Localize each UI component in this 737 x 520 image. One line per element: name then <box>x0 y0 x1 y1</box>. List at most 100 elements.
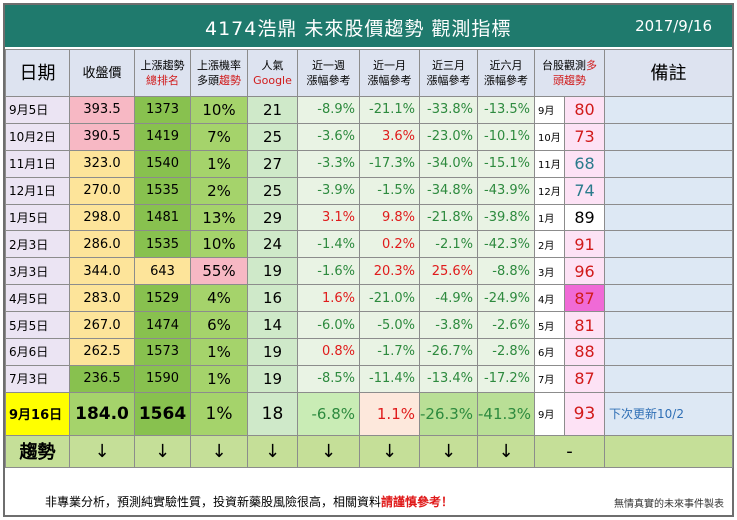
trend-arrow-m1: ↓ <box>359 434 420 468</box>
trend-row: 趨勢 ↓ ↓ ↓ ↓ ↓ ↓ ↓ ↓ - <box>5 434 733 468</box>
row-month: 11月 <box>534 149 565 178</box>
row-prob: 55% <box>190 257 248 286</box>
header-rank-line1: 上漲趨勢 <box>140 59 185 72</box>
row-month: 6月 <box>534 338 565 366</box>
row-w1: -1.4% <box>297 230 360 259</box>
header-tw-line1: 台股觀測多 <box>536 58 604 73</box>
row-pop: 19 <box>247 338 298 366</box>
header-w1: 近一週 漲幅參考 <box>297 49 360 97</box>
row-date: 6月6日 <box>5 338 70 366</box>
row-m3: -34.8% <box>419 176 478 205</box>
row-month: 9月 <box>534 96 565 124</box>
row-rank: 1540 <box>134 149 191 178</box>
header-prob-line2a: 多頭 <box>197 74 219 87</box>
row-date: 2月3日 <box>5 230 70 259</box>
row-note <box>604 311 733 340</box>
row-pop: 14 <box>247 311 298 340</box>
row-pop: 29 <box>247 203 298 232</box>
row-date: 12月1日 <box>5 176 70 205</box>
row-pct: 91 <box>564 230 605 259</box>
header-tw-line1b: 多 <box>586 59 597 72</box>
row-m3: -3.8% <box>419 311 478 340</box>
trend-arrow-m3: ↓ <box>419 434 478 468</box>
row-date: 10月2日 <box>5 122 70 151</box>
row-rank: 1535 <box>134 230 191 259</box>
row-pct: 74 <box>564 176 605 205</box>
table-row: 7月3日 236.5 1590 1% 19 -8.5% -11.4% -13.4% -17.2%… <box>5 364 733 393</box>
header-close: 收盤價 <box>69 49 135 97</box>
row-date: 5月5日 <box>5 311 70 340</box>
current-pct: 93 <box>564 391 605 436</box>
row-pct: 80 <box>564 96 605 124</box>
row-note <box>604 338 733 366</box>
row-m1: 9.8% <box>359 203 420 232</box>
row-close: 283.0 <box>69 284 135 313</box>
row-pct: 68 <box>564 149 605 178</box>
row-m1: -5.0% <box>359 311 420 340</box>
row-close: 393.5 <box>69 96 135 124</box>
row-m6: -15.1% <box>477 149 535 178</box>
row-note <box>604 230 733 259</box>
disclaimer: 非專業分析，預測純實驗性質，投資新藥股風險很高，相關資料請謹慎參考！ <box>45 493 453 510</box>
row-pct: 87 <box>564 284 605 313</box>
row-note <box>604 96 733 124</box>
row-prob: 13% <box>190 203 248 232</box>
row-close: 286.0 <box>69 230 135 259</box>
row-m3: -26.7% <box>419 338 478 366</box>
header-rank: 上漲趨勢 總排名 <box>134 49 191 97</box>
trend-arrow-rank: ↓ <box>134 434 191 468</box>
row-m1: -21.0% <box>359 284 420 313</box>
row-m1: -1.7% <box>359 338 420 366</box>
row-m6: -2.8% <box>477 338 535 366</box>
row-m6: -10.1% <box>477 122 535 151</box>
row-m1: -11.4% <box>359 364 420 393</box>
row-rank: 1590 <box>134 364 191 393</box>
row-w1: -3.9% <box>297 176 360 205</box>
row-m6: -8.8% <box>477 257 535 286</box>
current-prob: 1% <box>190 391 248 436</box>
row-month: 5月 <box>534 311 565 340</box>
row-m3: -33.8% <box>419 96 478 124</box>
row-pop: 19 <box>247 364 298 393</box>
header-pop-line1: 人氣 <box>261 59 284 72</box>
row-m3: -2.1% <box>419 230 478 259</box>
row-prob: 2% <box>190 176 248 205</box>
row-pop: 25 <box>247 176 298 205</box>
report-title: 4174浩鼎 未來股價趨勢 觀測指標 <box>205 18 512 40</box>
current-m1: 1.1% <box>359 391 420 436</box>
row-m1: 3.6% <box>359 122 420 151</box>
table-row: 6月6日 262.5 1573 1% 19 0.8% -1.7% -26.7% -2.8% 6月 8… <box>5 338 733 366</box>
row-m6: -42.3% <box>477 230 535 259</box>
row-pct: 88 <box>564 338 605 366</box>
header-m3-line1: 近三月 <box>432 59 465 72</box>
row-m1: -17.3% <box>359 149 420 178</box>
disclaimer-warning: 請謹慎參考！ <box>381 495 454 509</box>
row-rank: 1529 <box>134 284 191 313</box>
report-date: 2017/9/16 <box>635 17 712 35</box>
table-row: 12月1日 270.0 1535 2% 25 -3.9% -1.5% -34.8% -43.9%… <box>5 176 733 205</box>
header-pop-line2: Google <box>253 74 292 87</box>
credit: 無情真實的未來事件製表 <box>614 499 724 510</box>
row-pop: 19 <box>247 257 298 286</box>
current-row: 9月16日 184.0 1564 1% 18 -6.8% 1.1% -26.3%… <box>5 391 733 436</box>
row-m6: -13.5% <box>477 96 535 124</box>
row-rank: 1419 <box>134 122 191 151</box>
current-close: 184.0 <box>69 391 135 436</box>
header-m1-line1: 近一月 <box>373 59 406 72</box>
row-month: 1月 <box>534 203 565 232</box>
row-pop: 24 <box>247 230 298 259</box>
title-bar: 4174浩鼎 未來股價趨勢 觀測指標 2017/9/16 <box>5 5 732 47</box>
current-note: 下次更新10/2 <box>604 391 733 436</box>
row-note <box>604 122 733 151</box>
row-close: 267.0 <box>69 311 135 340</box>
row-m3: -23.0% <box>419 122 478 151</box>
row-month: 4月 <box>534 284 565 313</box>
trend-arrow-m6: ↓ <box>477 434 535 468</box>
row-pop: 21 <box>247 96 298 124</box>
row-pct: 87 <box>564 364 605 393</box>
current-w1: -6.8% <box>297 391 360 436</box>
row-pct: 81 <box>564 311 605 340</box>
current-date: 9月16日 <box>5 391 70 436</box>
row-w1: 3.1% <box>297 203 360 232</box>
header-m1: 近一月 漲幅參考 <box>359 49 420 97</box>
